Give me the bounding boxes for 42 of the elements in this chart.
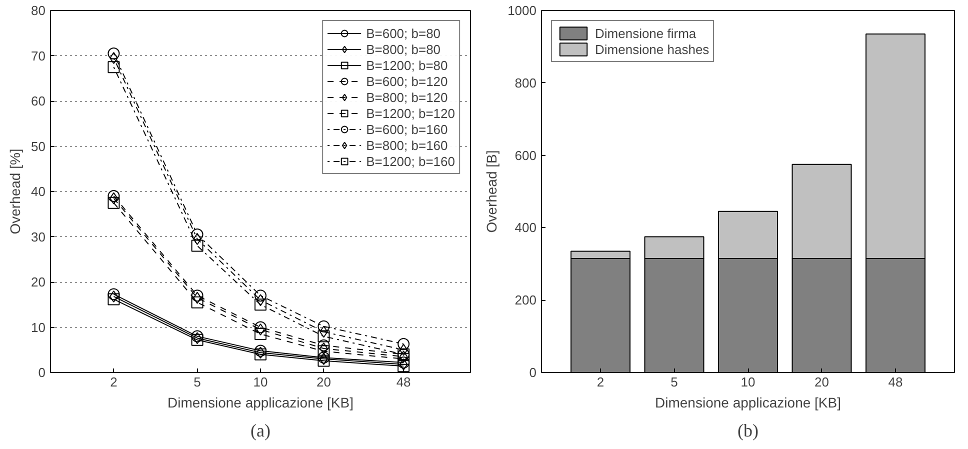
x-tick-label: 20 bbox=[316, 374, 331, 390]
y-tick-label: 400 bbox=[514, 220, 537, 236]
x-tick-label: 10 bbox=[740, 374, 756, 390]
legend-label: B=600; b=80 bbox=[366, 25, 441, 41]
y-tick-label: 600 bbox=[514, 148, 537, 163]
legend-label: B=600; b=160 bbox=[366, 121, 448, 137]
text: (a) bbox=[250, 420, 270, 440]
x-tick-label: 5 bbox=[670, 374, 678, 390]
legend-label: B=600; b=120 bbox=[366, 73, 448, 89]
x-tick-label: 48 bbox=[888, 374, 903, 390]
x-tick-label: 20 bbox=[814, 374, 829, 390]
legend-label: B=1200; b=120 bbox=[366, 105, 455, 121]
legend-label: B=1200; b=80 bbox=[366, 57, 448, 73]
y-tick-label: 800 bbox=[514, 75, 537, 90]
y-tick-label: 10 bbox=[31, 320, 46, 335]
y-tick-label: 30 bbox=[31, 229, 46, 244]
legend-label: B=800; b=120 bbox=[366, 89, 448, 105]
legend-label: Dimensione firma bbox=[595, 25, 696, 41]
y-tick-label: 70 bbox=[31, 48, 46, 64]
x-axis-title: Dimensione applicazione [KB] bbox=[168, 394, 354, 410]
x-tick-label: 5 bbox=[194, 374, 201, 390]
legend-label: B=800; b=80 bbox=[366, 41, 441, 57]
y-tick-label: 60 bbox=[31, 94, 46, 108]
y-tick-label: 0 bbox=[38, 365, 46, 380]
x-axis-title: Dimensione applicazione [KB] bbox=[655, 394, 842, 410]
y-axis-title: Overhead [B] bbox=[484, 150, 500, 233]
y-tick-label: 80 bbox=[31, 3, 46, 18]
y-tick-label: 200 bbox=[514, 292, 537, 308]
y-tick-label: 20 bbox=[31, 274, 46, 290]
y-tick-label: 1000 bbox=[508, 3, 536, 18]
x-tick-label: 10 bbox=[253, 374, 268, 390]
x-tick-label: 2 bbox=[596, 374, 604, 390]
legend-label: B=800; b=160 bbox=[366, 137, 448, 153]
legend-label: B=1200; b=160 bbox=[366, 153, 455, 169]
y-axis-title: Overhead [%] bbox=[7, 148, 24, 234]
text: (b) bbox=[738, 420, 759, 440]
y-tick-label: 0 bbox=[529, 365, 537, 380]
legend-label: Dimensione hashes bbox=[595, 41, 710, 57]
x-tick-label: 2 bbox=[110, 374, 118, 390]
x-tick-label: 48 bbox=[396, 374, 411, 390]
y-tick-label: 40 bbox=[31, 184, 46, 199]
y-tick-label: 50 bbox=[31, 138, 46, 154]
